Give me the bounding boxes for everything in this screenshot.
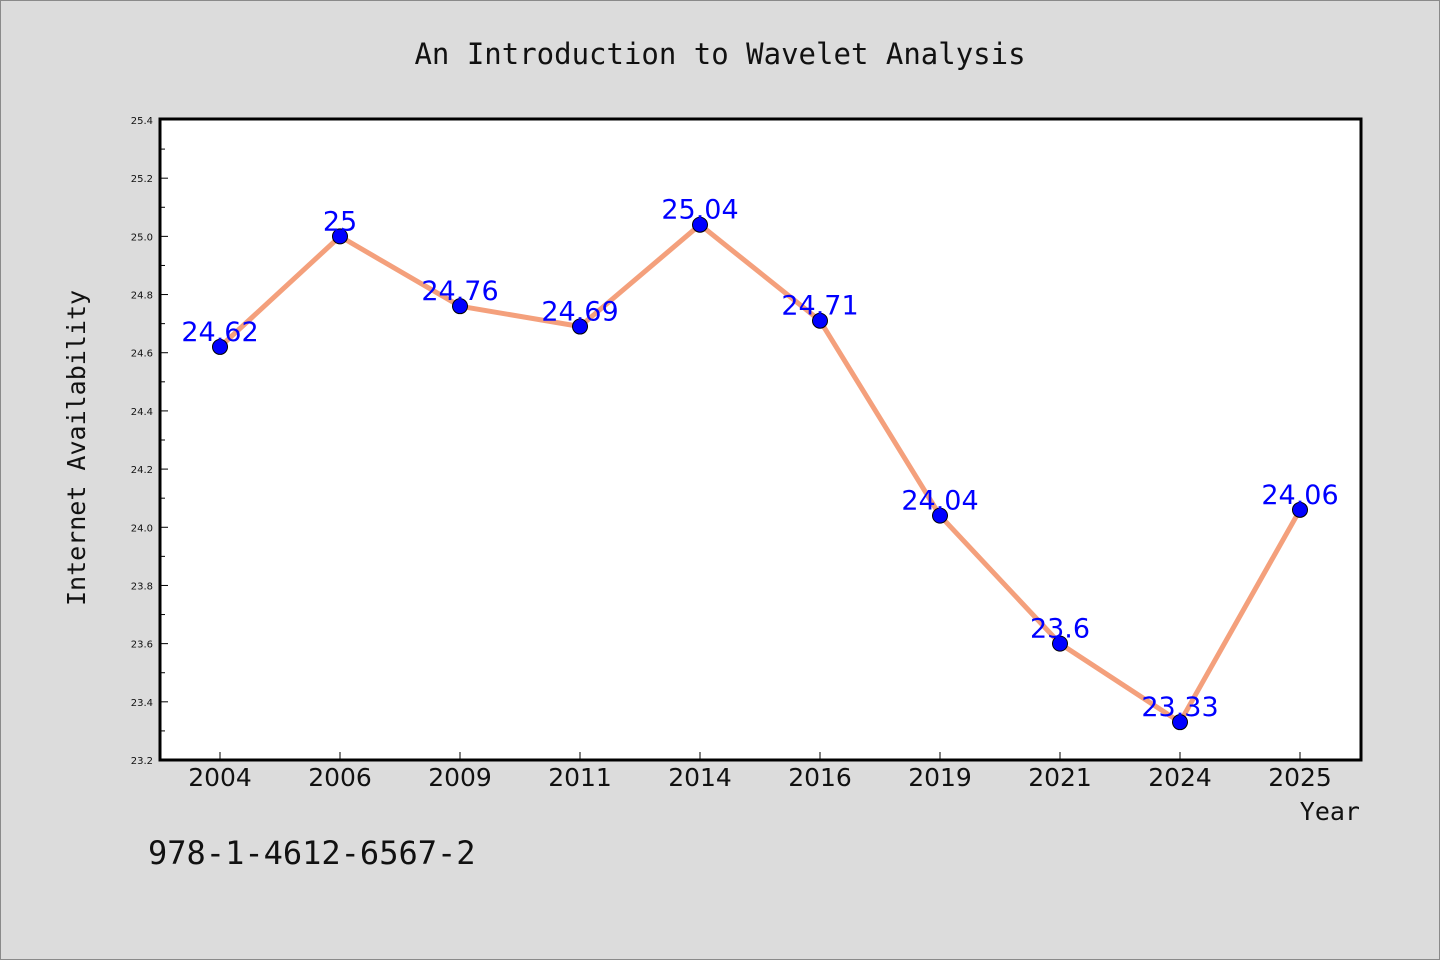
x-tick-label: 2025 bbox=[1268, 763, 1332, 792]
y-tick-label: 24.6 bbox=[131, 349, 153, 360]
data-label: 23.6 bbox=[1030, 614, 1090, 645]
data-point bbox=[1292, 501, 1308, 518]
data-label: 23.33 bbox=[1141, 692, 1218, 723]
x-tick-label: 2014 bbox=[668, 763, 732, 792]
data-label: 24.71 bbox=[781, 291, 858, 322]
data-point bbox=[452, 298, 468, 315]
y-tick-label: 25.2 bbox=[131, 174, 153, 185]
isbn-text: 978-1-4612-6567-2 bbox=[148, 834, 476, 872]
data-point bbox=[572, 318, 588, 335]
y-axis-label: Internet Availability bbox=[62, 290, 91, 606]
y-tick-label: 24.8 bbox=[131, 291, 153, 302]
data-point bbox=[332, 228, 348, 245]
data-label-group: 24.62 25 24.76 24.69 25.04 24.71 24.04 23.6 23.3… bbox=[181, 195, 1338, 723]
data-label: 24.69 bbox=[541, 297, 618, 328]
x-axis: 2004 2006 2009 2011 2014 2016 2019 2021 2024 2025 bbox=[188, 752, 1332, 792]
x-tick-label: 2021 bbox=[1028, 763, 1092, 792]
y-axis: 23.2 23.4 23.6 23.8 24.0 24.2 24.4 24.6 24.8 25.0… bbox=[131, 116, 168, 767]
x-tick-label: 2006 bbox=[308, 763, 372, 792]
x-tick-label: 2004 bbox=[188, 763, 252, 792]
x-tick-label: 2016 bbox=[788, 763, 852, 792]
plot-border bbox=[158, 117, 1363, 762]
x-tick-label: 2011 bbox=[548, 763, 612, 792]
y-tick-label: 23.2 bbox=[131, 756, 153, 767]
x-tick-label: 2024 bbox=[1148, 763, 1212, 792]
y-tick-label: 23.4 bbox=[131, 698, 153, 709]
data-label: 25 bbox=[323, 206, 357, 237]
data-label: 24.04 bbox=[901, 486, 978, 517]
data-point bbox=[1172, 714, 1188, 731]
y-tick-label: 24.4 bbox=[131, 407, 153, 418]
data-point bbox=[812, 312, 828, 329]
marker-group bbox=[212, 216, 1308, 731]
y-tick-label: 23.8 bbox=[131, 581, 153, 592]
data-point bbox=[932, 507, 948, 524]
y-tick-label: 23.6 bbox=[131, 640, 153, 651]
series-line-group bbox=[217, 222, 1303, 725]
y-tick-label: 24.2 bbox=[131, 465, 153, 476]
x-tick-label: 2019 bbox=[908, 763, 972, 792]
data-label: 24.62 bbox=[181, 317, 258, 348]
data-label: 25.04 bbox=[661, 195, 738, 226]
chart-title: An Introduction to Wavelet Analysis bbox=[414, 37, 1025, 71]
data-label: 24.06 bbox=[1261, 480, 1338, 511]
data-label: 24.76 bbox=[421, 276, 498, 307]
y-tick-label: 25.0 bbox=[131, 232, 153, 243]
x-axis-label: Year bbox=[1300, 797, 1360, 826]
data-point bbox=[212, 338, 228, 355]
series-line bbox=[217, 222, 1303, 725]
data-point bbox=[692, 216, 708, 233]
y-tick-label: 24.0 bbox=[131, 523, 153, 534]
y-tick-label: 25.4 bbox=[131, 116, 153, 127]
x-tick-label: 2009 bbox=[428, 763, 492, 792]
data-point bbox=[1052, 635, 1068, 652]
plot-area bbox=[160, 119, 1361, 760]
